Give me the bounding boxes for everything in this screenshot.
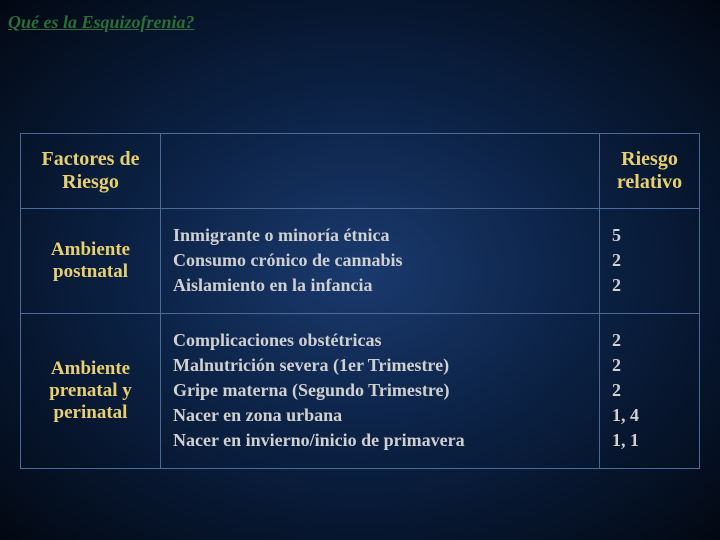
desc-line: Gripe materna (Segundo Trimestre) bbox=[173, 378, 587, 403]
risk-line: 5 bbox=[612, 223, 687, 248]
desc-line: Inmigrante o minoría étnica bbox=[173, 223, 587, 248]
category-prenatal: Ambiente prenatal y perinatal bbox=[21, 313, 161, 468]
risk-line: 2 bbox=[612, 273, 687, 298]
risk-line: 2 bbox=[612, 248, 687, 273]
risk-line: 2 bbox=[612, 353, 687, 378]
header-relative-risk: Riesgo relativo bbox=[600, 134, 700, 209]
desc-line: Aislamiento en la infancia bbox=[173, 273, 587, 298]
desc-cell: Complicaciones obstétricas Malnutrición … bbox=[161, 313, 600, 468]
desc-cell: Inmigrante o minoría étnica Consumo crón… bbox=[161, 209, 600, 314]
risk-line: 1, 1 bbox=[612, 428, 687, 453]
desc-line: Nacer en zona urbana bbox=[173, 403, 587, 428]
risk-cell: 5 2 2 bbox=[600, 209, 700, 314]
risk-line: 1, 4 bbox=[612, 403, 687, 428]
header-factors: Factores de Riesgo bbox=[21, 134, 161, 209]
page-title: Qué es la Esquizofrenia? bbox=[0, 0, 720, 33]
category-postnatal: Ambiente postnatal bbox=[21, 209, 161, 314]
risk-line: 2 bbox=[612, 378, 687, 403]
desc-line: Nacer en invierno/inicio de primavera bbox=[173, 428, 587, 453]
desc-line: Complicaciones obstétricas bbox=[173, 328, 587, 353]
risk-table-container: Factores de Riesgo Riesgo relativo Ambie… bbox=[20, 133, 700, 469]
risk-line: 2 bbox=[612, 328, 687, 353]
table-row: Ambiente postnatal Inmigrante o minoría … bbox=[21, 209, 700, 314]
desc-line: Consumo crónico de cannabis bbox=[173, 248, 587, 273]
risk-table: Factores de Riesgo Riesgo relativo Ambie… bbox=[20, 133, 700, 469]
desc-line: Malnutrición severa (1er Trimestre) bbox=[173, 353, 587, 378]
table-row: Ambiente prenatal y perinatal Complicaci… bbox=[21, 313, 700, 468]
header-middle bbox=[161, 134, 600, 209]
risk-cell: 2 2 2 1, 4 1, 1 bbox=[600, 313, 700, 468]
